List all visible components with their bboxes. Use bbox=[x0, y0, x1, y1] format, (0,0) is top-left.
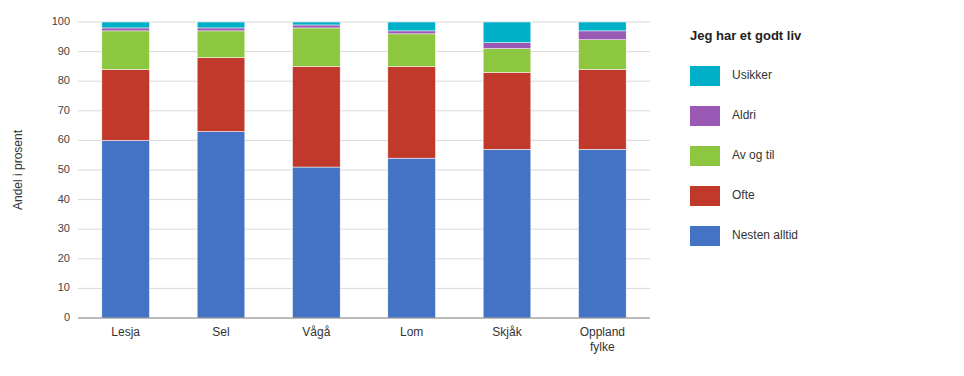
bar-segment bbox=[102, 22, 150, 28]
chart: 0 10 20 30 40 50 60 70 80 90 100 Andel i prosent Les… bbox=[0, 0, 964, 376]
bar-segment bbox=[388, 66, 436, 158]
y-tick-label: 40 bbox=[58, 193, 70, 205]
y-tick-label: 70 bbox=[58, 104, 70, 116]
x-axis: Lesja Sel Vågå Lom Skjåk Opplandfylke bbox=[111, 325, 625, 354]
series bbox=[102, 28, 626, 72]
x-axis-line bbox=[78, 318, 650, 319]
legend-label: Ofte bbox=[732, 188, 755, 202]
bar-segment bbox=[483, 49, 531, 73]
bar-segment bbox=[197, 28, 245, 31]
legend-swatch bbox=[690, 186, 720, 206]
legend-label: Usikker bbox=[732, 68, 772, 82]
series bbox=[102, 22, 626, 43]
bar-segment bbox=[293, 167, 341, 318]
bar-segment bbox=[102, 69, 150, 140]
y-axis: 0 10 20 30 40 50 60 70 80 90 100 bbox=[52, 15, 70, 323]
legend: Jeg har et godt liv Usikker Aldri Av og til… bbox=[690, 28, 802, 246]
legend-swatch bbox=[690, 146, 720, 166]
grid-line bbox=[78, 140, 650, 141]
y-tick-label: 0 bbox=[64, 311, 70, 323]
chart-container: 0 10 20 30 40 50 60 70 80 90 100 Andel i prosent Les… bbox=[0, 0, 964, 376]
bar-segment bbox=[483, 43, 531, 49]
bar-segment bbox=[388, 22, 436, 31]
y-tick-label: 30 bbox=[58, 222, 70, 234]
grid-line bbox=[78, 110, 650, 111]
grid-line bbox=[78, 22, 650, 23]
y-tick-label: 80 bbox=[58, 74, 70, 86]
x-tick-label: Skjåk bbox=[492, 325, 522, 339]
bar-segment bbox=[388, 158, 436, 318]
x-tick-label: Lom bbox=[400, 325, 423, 339]
bar-segment bbox=[579, 22, 627, 31]
bar-segment bbox=[293, 28, 341, 66]
bar-segment bbox=[483, 149, 531, 318]
legend-swatch bbox=[690, 106, 720, 126]
x-tick-label: Vågå bbox=[302, 325, 330, 339]
grid-line bbox=[78, 51, 650, 52]
grid-line bbox=[78, 258, 650, 259]
bar-segment bbox=[388, 31, 436, 34]
bar-segment bbox=[293, 66, 341, 167]
bar-segment bbox=[197, 31, 245, 58]
bar-segment bbox=[197, 58, 245, 132]
x-tick-label: Sel bbox=[212, 325, 229, 339]
legend-label: Nesten alltid bbox=[732, 228, 798, 242]
bar-segment bbox=[483, 72, 531, 149]
bar-segment bbox=[293, 25, 341, 28]
grid-line bbox=[78, 81, 650, 82]
bar-segment bbox=[102, 140, 150, 318]
bar-segment bbox=[388, 34, 436, 67]
bars bbox=[102, 22, 626, 318]
y-tick-label: 100 bbox=[52, 15, 70, 27]
legend-title: Jeg har et godt liv bbox=[690, 28, 802, 43]
bar-segment bbox=[483, 22, 531, 43]
bar-segment bbox=[197, 22, 245, 28]
grid-line bbox=[78, 229, 650, 230]
bar-segment bbox=[579, 149, 627, 318]
legend-label: Aldri bbox=[732, 108, 756, 122]
bar-segment bbox=[579, 31, 627, 40]
x-tick-label: Lesja bbox=[111, 325, 140, 339]
grid-line bbox=[78, 318, 650, 319]
grid-line bbox=[78, 199, 650, 200]
bar-segment bbox=[102, 28, 150, 31]
bar-segment bbox=[197, 132, 245, 318]
y-tick-label: 90 bbox=[58, 45, 70, 57]
y-tick-label: 60 bbox=[58, 133, 70, 145]
y-tick-label: 50 bbox=[58, 163, 70, 175]
bar-segment bbox=[293, 22, 341, 25]
legend-swatch bbox=[690, 66, 720, 86]
x-tick-label: Opplandfylke bbox=[580, 325, 625, 354]
bar-segment bbox=[579, 69, 627, 149]
y-tick-label: 10 bbox=[58, 281, 70, 293]
grid bbox=[78, 22, 650, 318]
legend-label: Av og til bbox=[732, 148, 774, 162]
grid-line bbox=[78, 288, 650, 289]
y-axis-label: Andel i prosent bbox=[11, 129, 25, 210]
grid-line bbox=[78, 170, 650, 171]
y-tick-label: 20 bbox=[58, 252, 70, 264]
series bbox=[102, 58, 626, 168]
legend-swatch bbox=[690, 226, 720, 246]
series bbox=[102, 132, 626, 318]
bar-segment bbox=[102, 31, 150, 69]
series bbox=[102, 25, 626, 49]
bar-segment bbox=[579, 40, 627, 70]
